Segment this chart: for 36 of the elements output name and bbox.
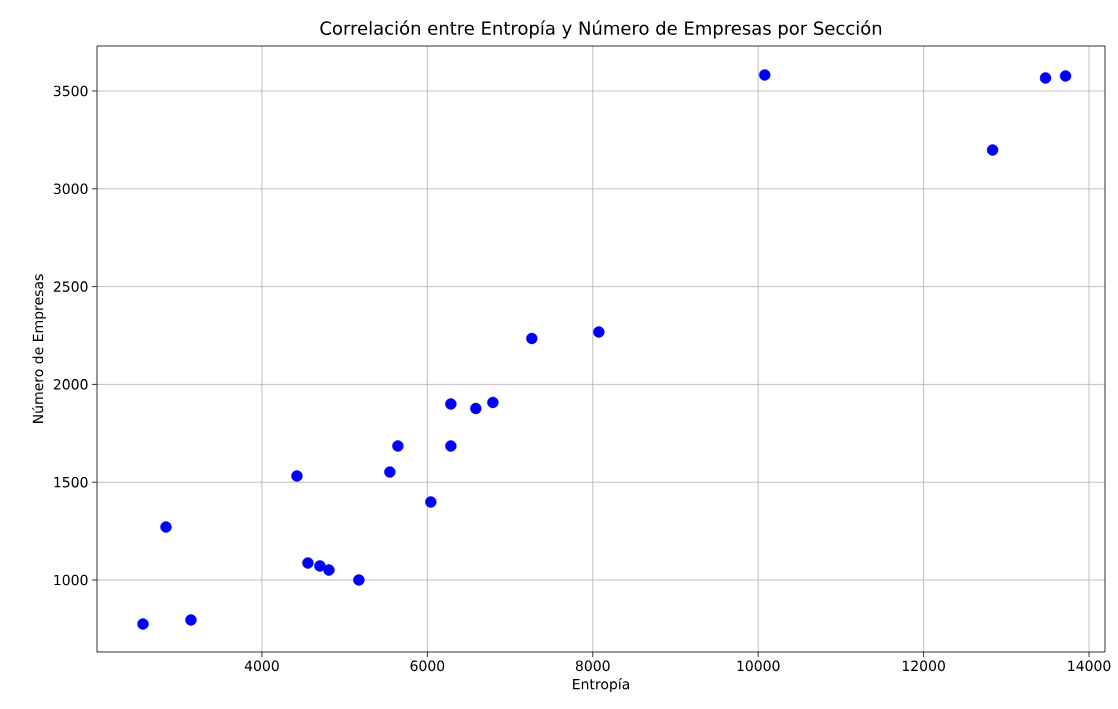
x-tick-label: 12000	[902, 660, 945, 672]
y-tick-label: 2500	[53, 281, 88, 292]
point	[1039, 72, 1052, 84]
y-tick-label: 3500	[53, 85, 88, 97]
chart-title: Correlación entre Entropía y Número de Empresas por Sección	[320, 20, 882, 39]
x-tick-label: 4000	[244, 660, 279, 672]
x-tick-label: 6000	[410, 660, 445, 672]
point	[487, 396, 499, 409]
x-tick-label: 14000	[1068, 660, 1111, 672]
point	[1059, 70, 1072, 82]
point	[353, 574, 365, 586]
y-tick-label: 3000	[53, 183, 88, 195]
point	[593, 326, 605, 338]
y-tick-label: 1000	[54, 574, 88, 586]
y-axis-title: Número de Empresas	[31, 274, 46, 423]
x-tick-label: 8000	[575, 660, 610, 672]
point	[425, 496, 437, 508]
point	[470, 402, 482, 415]
point	[384, 466, 396, 478]
point	[323, 564, 335, 576]
point	[185, 614, 197, 626]
point	[291, 470, 303, 482]
point	[314, 560, 326, 572]
point	[392, 440, 404, 452]
x-axis-title: Entropía	[573, 677, 630, 693]
point	[160, 521, 172, 533]
point	[137, 618, 149, 630]
point	[526, 332, 538, 345]
point	[759, 69, 771, 81]
point	[986, 144, 999, 156]
point	[302, 557, 314, 569]
point	[445, 440, 457, 452]
y-tick-label: 1500	[54, 476, 88, 488]
x-tick-label: 10000	[737, 660, 780, 672]
y-tick-label: 2000	[53, 379, 88, 390]
point	[445, 398, 457, 410]
